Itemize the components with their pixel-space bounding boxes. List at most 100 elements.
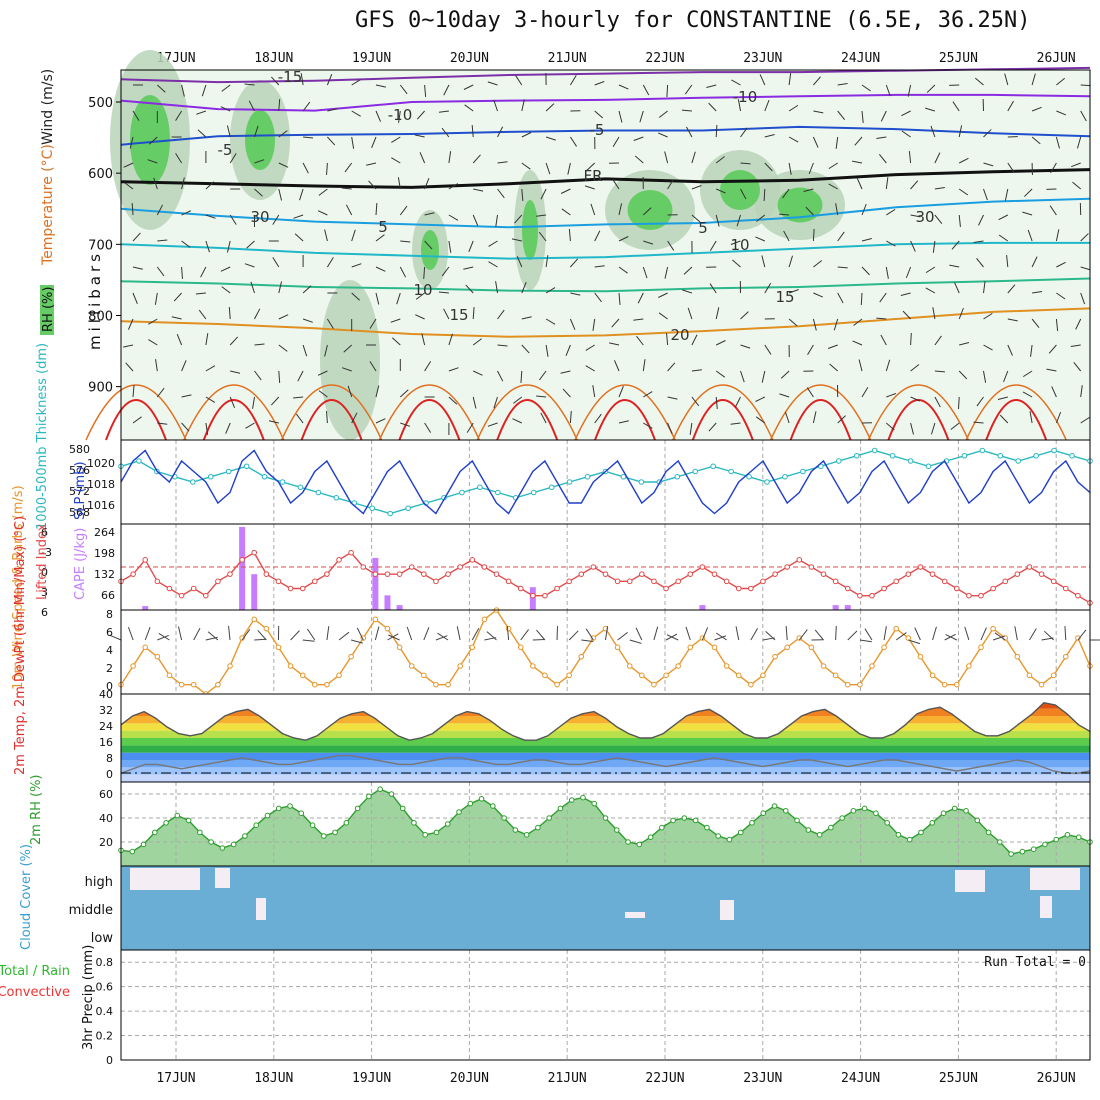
wind-barb: [594, 265, 605, 268]
wind-barb: [473, 188, 484, 192]
warm-lobe: [691, 399, 754, 441]
wind-barb: [667, 422, 673, 434]
cloud-cover-block: [1040, 896, 1052, 918]
wind-barb: [448, 214, 459, 221]
thickness-series-point: [207, 473, 214, 480]
wind-barb-10m: [302, 639, 315, 642]
wind-speed-series-point: [808, 644, 815, 651]
wind-barb: [715, 340, 726, 346]
wind-barb: [658, 110, 668, 118]
rh-series-point: [264, 812, 271, 819]
cape-bar: [372, 557, 379, 610]
lifted-index-series-point: [215, 578, 221, 585]
wind-barb: [472, 214, 479, 226]
wind-barb: [958, 125, 963, 138]
wind-barb: [424, 84, 427, 97]
lifted-index-series-point: [905, 571, 912, 577]
wind-barb-10m: [814, 629, 824, 641]
wind-tick-label: 6: [106, 626, 113, 639]
wind-barb: [910, 396, 921, 402]
wind-barb: [1030, 344, 1033, 357]
thickness-series-point: [674, 473, 681, 480]
thickness-series-point: [225, 468, 232, 475]
thickness-tick-label: 572: [69, 485, 90, 498]
wind-barb: [375, 203, 378, 216]
wind-barb: [318, 390, 328, 398]
run-total: Run Total = 0: [984, 955, 1086, 970]
wind-barb: [351, 292, 361, 301]
wind-barb: [148, 339, 158, 346]
wind-barb: [618, 236, 629, 242]
precip-panel: 0 0.2 0.4 0.6 0.8 Run Total = 0 3hr Precip (mm…: [0, 945, 1091, 1067]
wind-barb-10m: [1077, 629, 1087, 641]
rh-series-point: [771, 803, 778, 809]
cloud-cover-block: [720, 900, 734, 920]
rh-series-point: [613, 827, 620, 833]
wind-barb: [925, 107, 936, 112]
wind-barb: [959, 342, 970, 346]
wind-barb: [220, 106, 231, 112]
wind-barb: [788, 104, 799, 112]
wind-barb: [586, 162, 596, 171]
date-label-top: 19JUN: [352, 51, 391, 66]
wind-barb: [976, 258, 984, 268]
rh-series-point: [873, 810, 879, 817]
wind-barb: [812, 318, 817, 331]
lifted-index-series-point: [1062, 585, 1069, 592]
wind-barb-10m: [241, 628, 251, 641]
wind-barb: [472, 307, 475, 320]
wind-barb: [618, 84, 629, 90]
wind-barb: [691, 214, 701, 223]
precip-tick-label: 0: [106, 1054, 113, 1067]
wind-barb: [878, 154, 887, 164]
wind-barb: [983, 344, 993, 351]
wind-barb: [155, 359, 158, 372]
wind-barb: [643, 391, 653, 398]
wind-barb: [958, 396, 960, 409]
wind-speed-series-point: [166, 672, 173, 679]
wind-speed-series-point: [820, 663, 827, 669]
wind-barb: [658, 292, 668, 298]
lifted-index-series-point: [602, 571, 609, 577]
wind-barb: [1055, 229, 1060, 242]
wind-speed-series-point: [784, 644, 790, 651]
wind-barb: [562, 388, 571, 398]
warm-lobe: [398, 399, 461, 441]
wind-barb: [876, 136, 887, 139]
rh-series-point: [782, 808, 789, 814]
wind-barb: [419, 152, 426, 164]
wind-barb: [326, 162, 328, 175]
lifted-index-series-point: [408, 564, 415, 570]
thickness-series-point: [566, 479, 573, 485]
wind-barb-10m: [326, 626, 330, 641]
wind-barb: [612, 179, 620, 190]
wind-barb: [594, 292, 602, 303]
wind-barb: [221, 84, 231, 92]
wind-barb: [709, 283, 717, 294]
lifted-index-series-point: [651, 578, 657, 585]
rh-legend-swatch: [40, 285, 54, 335]
wind-barb: [854, 136, 863, 146]
wind-barb: [949, 264, 960, 268]
wind-barb: [1050, 162, 1057, 174]
wind-speed-series-point: [1050, 672, 1057, 679]
wind-barb: [1031, 256, 1038, 268]
wind-barb: [592, 318, 596, 331]
wind-barb: [181, 210, 192, 216]
warm-lobe: [496, 399, 559, 441]
lifted-index-series-point: [433, 578, 439, 585]
wind-barb: [472, 370, 483, 376]
wind-barb: [594, 230, 601, 242]
wind-barb: [131, 203, 134, 216]
wind-barb: [999, 414, 1009, 424]
wind-barb: [424, 212, 435, 216]
rh-series-point: [208, 839, 214, 845]
wind-barb: [706, 84, 717, 88]
wind-speed-series-point: [227, 663, 233, 669]
rh-series-point: [760, 810, 767, 817]
wind-speed-series-point: [626, 663, 633, 669]
wind-speed-series-point: [530, 663, 536, 669]
wind-barb: [788, 318, 798, 327]
precip-legend-convective: Convective: [0, 985, 70, 1000]
lifted-index-series-point: [578, 571, 585, 577]
